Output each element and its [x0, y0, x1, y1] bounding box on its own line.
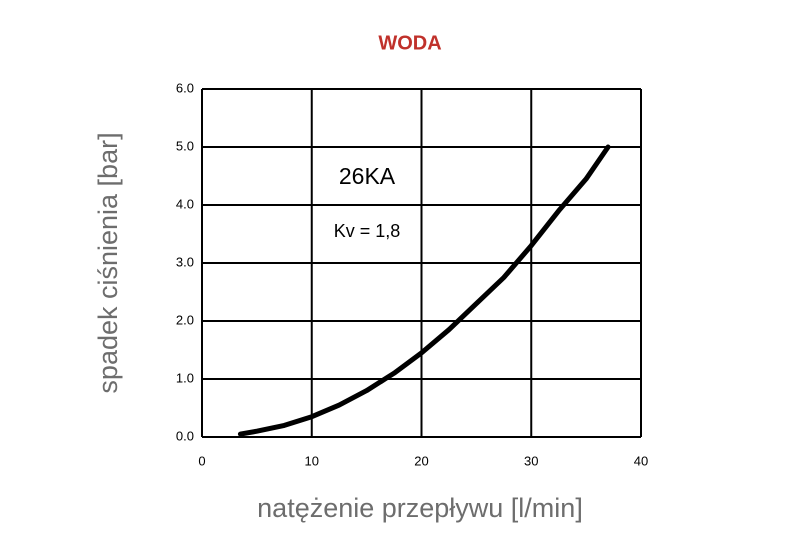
x-tick-label: 40	[634, 453, 648, 468]
x-tick-label: 20	[414, 453, 428, 468]
annotation: 26KA	[339, 163, 396, 189]
y-tick-label: 3.0	[176, 254, 194, 269]
x-axis-label: natężenie przepływu [l/min]	[257, 493, 583, 523]
annotation: Kv = 1,8	[334, 221, 401, 241]
x-tick-label: 10	[305, 453, 319, 468]
y-tick-label: 1.0	[176, 370, 194, 385]
data-line	[237, 144, 611, 437]
y-tick-label: 0.0	[176, 428, 194, 443]
y-tick-label: 2.0	[176, 312, 194, 327]
y-axis-label: spadek ciśnienia [bar]	[93, 132, 123, 393]
y-tick-label: 6.0	[176, 80, 194, 95]
x-tick-label: 30	[524, 453, 538, 468]
chart-title: WODA	[378, 32, 441, 54]
y-tick-label: 4.0	[176, 196, 194, 211]
x-tick-label: 0	[198, 453, 205, 468]
y-tick-label: 5.0	[176, 138, 194, 153]
